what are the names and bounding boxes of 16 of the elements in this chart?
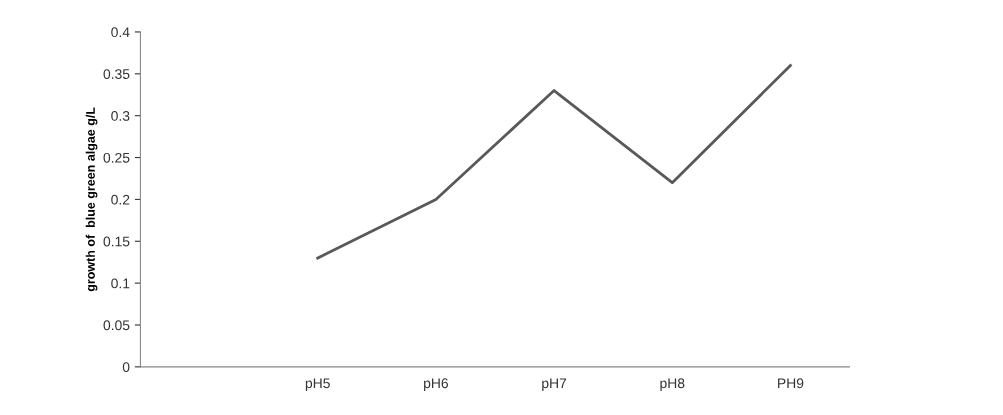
y-tick-label: 0.3	[111, 111, 130, 121]
y-tick-label: 0.25	[103, 152, 130, 163]
x-tick-label: pH6	[424, 378, 449, 391]
y-tick-label: 0.2	[111, 194, 130, 205]
x-tick-label: pH7	[542, 378, 567, 391]
x-tick-label: pH8	[660, 378, 685, 391]
x-tick-label: pH5	[305, 378, 330, 391]
y-tick-label: 0.4	[111, 27, 130, 38]
y-axis-title: growth of blue green algae g/L	[85, 107, 98, 292]
y-tick-label: 0.35	[103, 69, 130, 79]
y-tick-label: 0.15	[103, 236, 130, 247]
line-series	[316, 64, 792, 260]
y-tick-label: 0.1	[111, 278, 130, 289]
x-tick-label: PH9	[778, 378, 804, 389]
y-tick-label: 0.05	[103, 320, 130, 331]
y-tick-label: 0	[122, 362, 130, 373]
